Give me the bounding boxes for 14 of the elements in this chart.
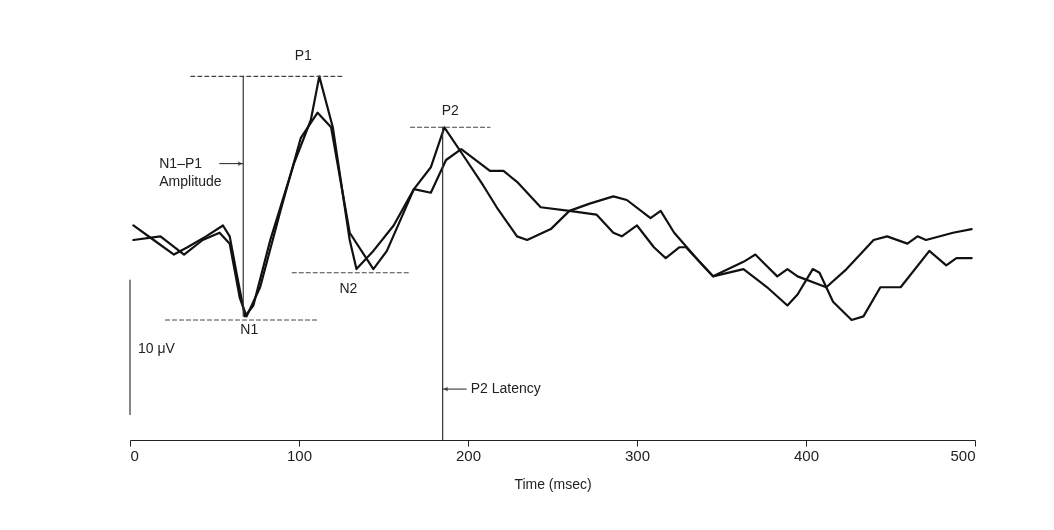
annotation: P1 bbox=[294, 47, 313, 64]
annotation: 10 μV bbox=[138, 340, 176, 357]
x-tick-label: 500 bbox=[950, 446, 976, 464]
annotation: N1 bbox=[240, 321, 259, 338]
x-tick-label: 200 bbox=[455, 446, 482, 464]
x-tick-label: 400 bbox=[793, 446, 820, 464]
x-axis-title: Time (msec) bbox=[514, 475, 592, 492]
annotation: N2 bbox=[339, 280, 358, 297]
annotation: P2 bbox=[441, 102, 460, 119]
x-tick-label: 0 bbox=[130, 446, 139, 464]
annotation: P2 Latency bbox=[470, 380, 541, 397]
x-tick-label: 100 bbox=[286, 446, 313, 464]
x-tick-label: 300 bbox=[624, 446, 651, 464]
annotation: N1–P1 Amplitude bbox=[159, 154, 222, 189]
